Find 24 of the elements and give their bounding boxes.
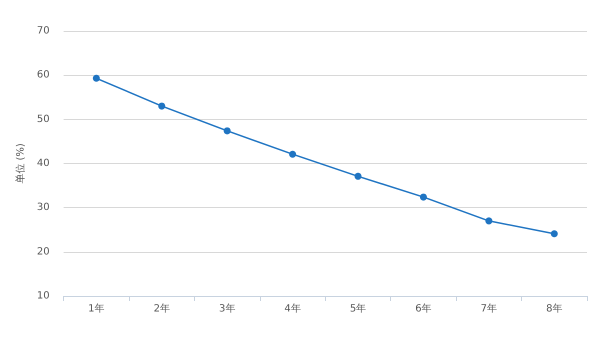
x-tick-label: 4年 [284,302,301,314]
point [485,217,492,224]
y-tick-label: 40 [36,158,50,169]
y-tick-label: 10 [36,290,50,302]
x-tick-label: 5年 [350,302,366,314]
x-tick-label: 8年 [546,302,562,314]
point [289,150,296,158]
y-tick-label: 20 [36,246,50,258]
point [158,102,166,110]
y-tick-label: 70 [36,26,50,36]
point [224,127,231,134]
y-axis-title: 单位 (%) [14,143,26,184]
x-tick-label: 3年 [218,302,236,314]
point [92,74,100,82]
x-tick-label: 6年 [415,302,432,314]
point [420,194,427,201]
y-tick-label: 50 [36,114,50,125]
y-tick-label: 60 [36,70,50,81]
x-tick-label: 2年 [154,302,170,314]
x-tick-label: 7年 [480,302,498,314]
point [354,172,362,180]
x-tick-label: 1年 [88,302,105,314]
y-tick-label: 30 [36,202,50,214]
point [550,230,558,238]
